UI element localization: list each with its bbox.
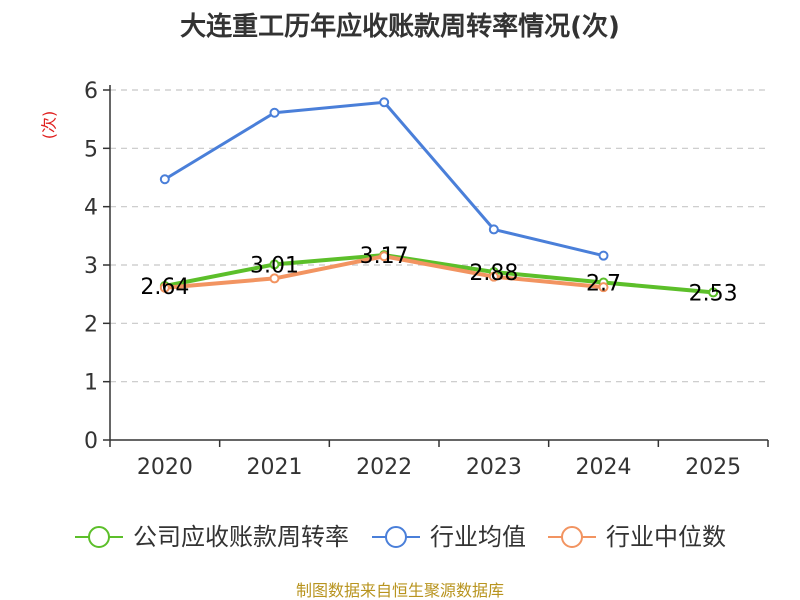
source-note: 制图数据来自恒生聚源数据库 [296,581,504,600]
data-label-2024: 2.7 [586,272,621,297]
y-axis-label: (次) [40,111,59,140]
data-point-0-2025[interactable] [708,287,719,298]
data-point-2-2021[interactable] [269,273,280,284]
legend-marker [561,526,583,548]
legend-label: 行业均值 [430,523,526,551]
y-tick-label: 2 [84,312,98,337]
data-point-1-2023[interactable] [488,224,499,235]
x-tick-label: 2021 [247,455,303,480]
legend[interactable]: 公司应收账款周转率 行业均值 行业中位数 [75,523,726,551]
data-point-0-2021[interactable] [269,259,280,270]
data-point-1-2021[interactable] [269,107,280,118]
y-tick-label: 5 [84,137,98,162]
series-line-1 [163,100,605,258]
data-point-1-2022[interactable] [379,97,390,108]
data-labels: 2.64 3.01 3.17 2.88 2.7 2.53 [140,244,737,306]
data-point-2-2024[interactable] [598,282,609,293]
data-label-2022: 3.17 [360,244,409,269]
x-tick-label: 2024 [576,455,632,480]
legend-marker [88,526,110,548]
data-point-1-2024[interactable] [598,250,609,261]
series-line-0 [162,253,716,295]
legend-item-2[interactable]: 行业中位数 [548,523,726,551]
x-tick-label: 2025 [685,455,741,480]
y-tick-label: 4 [84,196,98,221]
x-tick-label: 2020 [137,455,193,480]
data-label-2023: 2.88 [469,261,518,286]
y-tick-label: 0 [84,429,98,454]
data-point-2-2022[interactable] [379,251,390,262]
legend-item-0[interactable]: 公司应收账款周转率 [75,523,349,551]
legend-marker [385,526,407,548]
y-tick-label: 6 [84,79,98,104]
series-group [159,97,719,298]
data-point-2-2020[interactable] [159,282,170,293]
legend-label: 公司应收账款周转率 [133,523,349,551]
y-tick-label: 1 [84,371,98,396]
data-point-1-2020[interactable] [159,174,170,185]
gridlines [110,89,768,383]
axes: 0 1 2 3 4 5 6 2020 2021 2022 2023 2024 2025 [84,79,769,480]
x-tick-label: 2023 [466,455,522,480]
data-label-2020: 2.64 [140,275,189,300]
data-point-2-2023[interactable] [488,271,499,282]
x-tick-label: 2022 [356,455,412,480]
legend-item-1[interactable]: 行业均值 [372,523,526,551]
chart-title: 大连重工历年应收账款周转率情况(次) [180,11,620,42]
legend-label: 行业中位数 [606,523,726,551]
data-label-2025: 2.53 [689,281,738,306]
data-label-2021: 3.01 [250,253,299,278]
y-tick-label: 3 [84,254,98,279]
